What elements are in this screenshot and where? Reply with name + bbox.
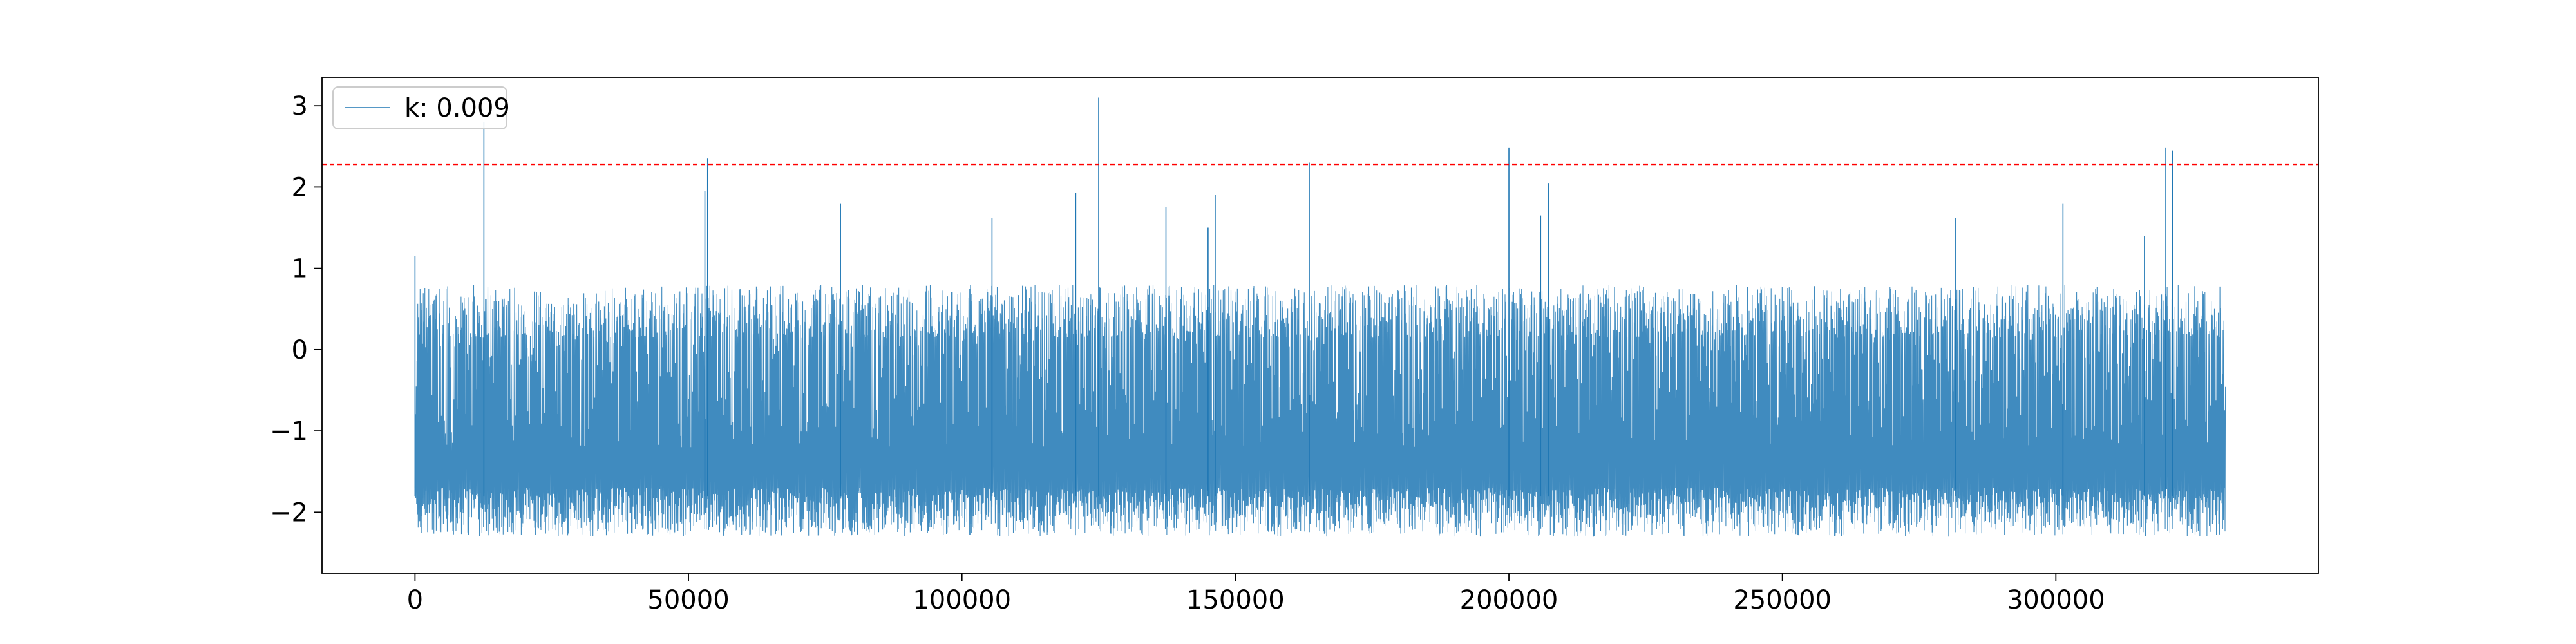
y-axis: −2 −1 0 1 2 3 xyxy=(270,91,322,527)
series-line xyxy=(414,284,2226,537)
y-tick-label: 3 xyxy=(292,91,308,121)
y-tick-label: 0 xyxy=(292,336,308,365)
x-tick-label: 100000 xyxy=(913,585,1011,615)
x-tick-label: 200000 xyxy=(1460,585,1558,615)
x-tick-label: 0 xyxy=(407,585,423,615)
x-tick-label: 150000 xyxy=(1186,585,1285,615)
y-tick-label: 2 xyxy=(292,173,308,202)
legend: k: 0.009 xyxy=(332,86,510,129)
legend-label: k: 0.009 xyxy=(404,93,510,123)
y-tick-label: −2 xyxy=(270,498,308,527)
plot-area xyxy=(322,97,2318,537)
x-tick-label: 250000 xyxy=(1733,585,1832,615)
x-tick-label: 300000 xyxy=(2007,585,2105,615)
y-tick-label: 1 xyxy=(292,254,308,284)
plot-frame xyxy=(321,77,2319,574)
legend-box xyxy=(332,86,507,129)
x-tick-label: 50000 xyxy=(647,585,729,615)
y-tick-label: −1 xyxy=(270,417,308,446)
x-axis: 0 50000 100000 150000 200000 250000 300000 xyxy=(407,573,2105,615)
